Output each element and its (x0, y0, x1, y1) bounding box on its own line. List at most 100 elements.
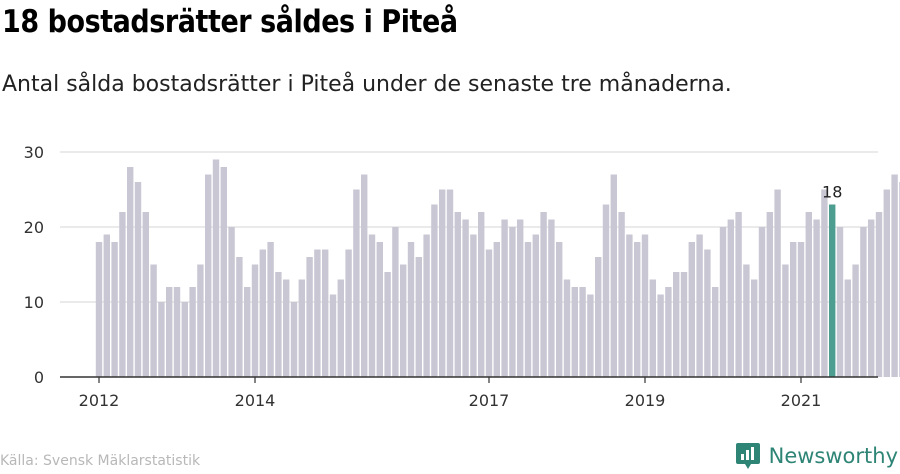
bar (361, 174, 368, 377)
bar (259, 249, 266, 377)
bar (290, 302, 298, 377)
bar (821, 189, 828, 377)
bar (228, 227, 235, 377)
bar (641, 234, 649, 377)
bar (314, 249, 321, 377)
y-tick-label: 20 (24, 218, 44, 237)
bar (103, 234, 110, 377)
bar (400, 264, 407, 377)
bar (626, 234, 633, 377)
bar (696, 234, 703, 377)
brand-name: Newsworthy (768, 444, 898, 468)
bar (244, 287, 251, 377)
y-tick-label: 0 (34, 368, 44, 387)
x-tick-label: 2021 (781, 391, 822, 410)
bar (298, 279, 305, 377)
bar (649, 279, 656, 377)
bar (665, 287, 672, 377)
bar (673, 272, 680, 377)
x-axis: 2012 2014 2017 2019 2021 (60, 376, 878, 410)
bar (844, 279, 851, 377)
bar (860, 227, 867, 377)
bar (501, 219, 508, 377)
bar (446, 189, 454, 377)
bar (322, 249, 329, 377)
bar (618, 212, 625, 377)
bar (166, 287, 173, 377)
bar (563, 279, 571, 377)
bar (462, 219, 469, 377)
bar (127, 167, 134, 377)
bar (119, 212, 126, 377)
bar (212, 159, 220, 377)
bar (345, 249, 352, 377)
bar (150, 264, 157, 377)
bar (134, 182, 142, 377)
bar (704, 249, 711, 377)
bar (275, 272, 282, 377)
bar (220, 167, 227, 377)
bar (712, 287, 719, 377)
chart-title: 18 bostadsrätter såldes i Piteå (2, 4, 458, 40)
bar (509, 227, 516, 377)
bar (782, 264, 789, 377)
brand-logo[interactable]: Newsworthy (735, 440, 898, 472)
bar-series (95, 159, 900, 377)
bar (454, 212, 461, 377)
bar (595, 257, 602, 377)
bar (790, 242, 797, 377)
bar (634, 242, 641, 377)
bar (766, 212, 773, 377)
bar (610, 174, 617, 377)
bar (532, 234, 539, 377)
bar (189, 287, 196, 377)
y-tick-label: 30 (24, 143, 44, 162)
bar (805, 212, 812, 377)
x-tick-label: 2012 (79, 391, 120, 410)
bar (891, 174, 898, 377)
bar (337, 279, 344, 377)
bar (524, 242, 532, 377)
bar (368, 234, 376, 377)
bar (657, 294, 664, 377)
bar (875, 212, 883, 377)
bar (415, 257, 422, 377)
bar (774, 189, 781, 377)
bar (306, 257, 313, 377)
bar (743, 264, 750, 377)
bar (283, 279, 290, 377)
value-labels: 18 (822, 183, 842, 202)
bar (173, 287, 181, 377)
bar (836, 227, 844, 377)
x-tick-label: 2017 (469, 391, 510, 410)
bar (205, 174, 212, 377)
bar (267, 242, 274, 377)
bar-highlight (829, 204, 836, 377)
highlight-value-label: 18 (822, 183, 842, 202)
bar (158, 302, 165, 377)
bar (470, 234, 477, 377)
bar (883, 189, 890, 377)
bar (680, 272, 688, 377)
bar (587, 294, 594, 377)
y-tick-label: 10 (24, 293, 44, 312)
bar (111, 242, 118, 377)
bar (688, 242, 695, 377)
bar (181, 302, 188, 377)
bar (579, 287, 586, 377)
chart-subtitle: Antal sålda bostadsrätter i Piteå under … (2, 72, 732, 97)
bar (392, 227, 399, 377)
bar (478, 212, 485, 377)
bar (95, 242, 103, 377)
bar (797, 242, 805, 377)
bar (751, 279, 758, 377)
bar (540, 212, 547, 377)
bar (329, 294, 337, 377)
bar (548, 219, 555, 377)
bar (431, 204, 438, 377)
bar (142, 212, 149, 377)
bar (719, 227, 727, 377)
bar (423, 234, 430, 377)
bar (727, 219, 734, 377)
bar (813, 219, 820, 377)
